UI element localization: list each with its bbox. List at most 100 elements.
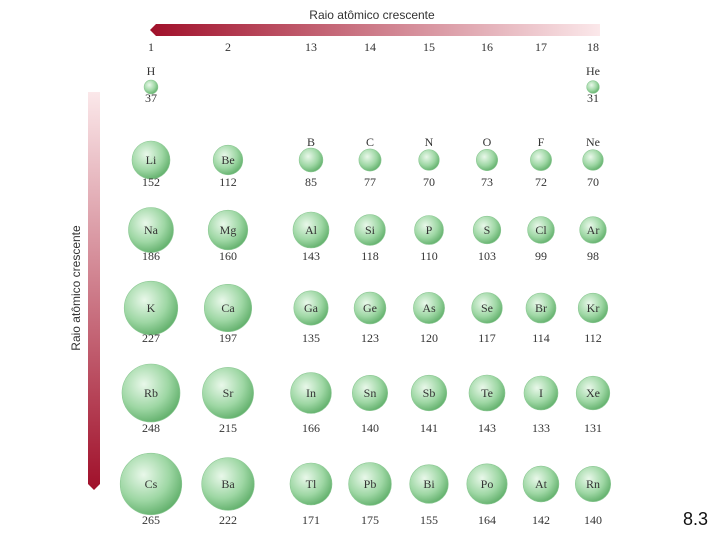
group-label-18: 18	[587, 40, 599, 54]
element-se: Se 117	[471, 292, 503, 345]
group-label-17: 17	[535, 40, 547, 54]
element-bi: Bi 155	[409, 464, 449, 527]
element-al: Al 143	[292, 211, 330, 263]
element-symbol: As	[422, 301, 436, 315]
element-symbol: He	[586, 64, 600, 78]
atom-sphere-b	[298, 147, 324, 173]
element-ar: Ar 98	[579, 216, 607, 263]
atom-sphere-in	[290, 372, 332, 414]
element-as: As 120	[413, 292, 445, 345]
element-symbol: I	[539, 386, 543, 400]
element-symbol: Li	[146, 153, 157, 167]
element-radius-value: 85	[305, 175, 317, 189]
atom-sphere-mg	[207, 209, 249, 251]
element-radius-value: 135	[302, 331, 320, 345]
atom-sphere-he	[586, 80, 600, 94]
atom-sphere-pb	[348, 462, 392, 506]
element-b: B 85	[298, 135, 324, 189]
element-radius-value: 164	[478, 513, 496, 527]
atom-sphere-ne	[582, 149, 604, 171]
atom-sphere-rb	[121, 363, 181, 423]
element-symbol: S	[484, 223, 491, 237]
element-radius-value: 140	[584, 513, 602, 527]
atom-sphere-bi	[409, 464, 449, 504]
element-radius-value: 166	[302, 421, 320, 435]
element-mg: Mg 160	[207, 209, 249, 263]
element-k: K 227	[123, 280, 179, 345]
element-radius-value: 131	[584, 421, 602, 435]
atom-sphere-c	[358, 148, 382, 172]
element-symbol: C	[366, 135, 374, 149]
element-radius-value: 265	[142, 513, 160, 527]
top-arrow: Raio atômico crescente	[150, 8, 600, 36]
element-c: C 77	[358, 135, 382, 189]
element-radius-value: 72	[535, 175, 547, 189]
element-symbol: Ga	[304, 301, 319, 315]
element-radius-value: 99	[535, 249, 547, 263]
element-symbol: Kr	[587, 301, 600, 315]
atom-sphere-h	[143, 79, 159, 95]
atom-sphere-sr	[202, 367, 254, 419]
atom-sphere-cl	[527, 216, 555, 244]
side-arrow: Raio atômico crescente	[69, 92, 100, 490]
element-symbol: Br	[535, 301, 547, 315]
element-radius-value: 155	[420, 513, 438, 527]
atom-sphere-te	[468, 374, 506, 412]
atom-sphere-f	[530, 149, 552, 171]
element-symbol: Si	[365, 223, 376, 237]
atom-sphere-li	[131, 140, 171, 180]
element-he: He 31	[586, 64, 600, 105]
element-radius-value: 215	[219, 421, 237, 435]
side-arrow-shape	[88, 92, 100, 490]
atom-sphere-p	[414, 215, 444, 245]
element-h: H 37	[143, 64, 159, 105]
element-si: Si 118	[354, 214, 386, 263]
element-symbol: Xe	[586, 386, 600, 400]
element-symbol: Mg	[220, 223, 237, 237]
atom-sphere-n	[418, 149, 440, 171]
element-radius-value: 103	[478, 249, 496, 263]
element-ge: Ge 123	[353, 291, 387, 345]
side-arrow-label: Raio atômico crescente	[69, 225, 83, 351]
element-radius-value: 117	[478, 331, 496, 345]
element-symbol: Rn	[586, 477, 600, 491]
atom-sphere-sb	[410, 374, 448, 412]
element-sr: Sr 215	[202, 367, 254, 435]
element-tl: Tl 171	[289, 462, 333, 527]
element-symbol: Po	[481, 477, 494, 491]
atom-sphere-k	[123, 280, 179, 336]
element-radius-value: 70	[423, 175, 435, 189]
top-arrow-label: Raio atômico crescente	[309, 8, 435, 22]
group-label-2: 2	[225, 40, 231, 54]
element-symbol: F	[538, 135, 545, 149]
atom-sphere-ar	[579, 216, 607, 244]
element-radius-value: 160	[219, 249, 237, 263]
atom-sphere-rn	[574, 465, 611, 502]
element-i: I 133	[523, 375, 559, 435]
atom-sphere-o	[475, 149, 498, 172]
element-radius-value: 123	[361, 331, 379, 345]
group-label-1: 1	[148, 40, 154, 54]
element-symbol: Cs	[145, 477, 158, 491]
element-radius-value: 140	[361, 421, 379, 435]
element-na: Na 186	[128, 207, 174, 263]
element-radius-value: 77	[364, 175, 376, 189]
atom-sphere-s	[472, 215, 502, 245]
element-cs: Cs 265	[119, 452, 183, 527]
element-radius-value: 98	[587, 249, 599, 263]
element-symbol: Ca	[221, 301, 235, 315]
element-radius-value: 227	[142, 331, 160, 345]
element-te: Te 143	[468, 374, 506, 435]
element-symbol: Be	[221, 153, 234, 167]
element-radius-value: 37	[145, 91, 157, 105]
element-symbol: Sr	[223, 386, 234, 400]
element-radius-value: 175	[361, 513, 379, 527]
element-s: S 103	[472, 215, 502, 263]
element-symbol: Te	[481, 386, 493, 400]
element-symbol: N	[425, 135, 434, 149]
element-sn: Sn 140	[351, 374, 388, 435]
atom-sphere-i	[523, 375, 559, 411]
element-radius-value: 118	[361, 249, 379, 263]
element-n: N 70	[418, 135, 440, 189]
atom-sphere-xe	[575, 375, 611, 411]
